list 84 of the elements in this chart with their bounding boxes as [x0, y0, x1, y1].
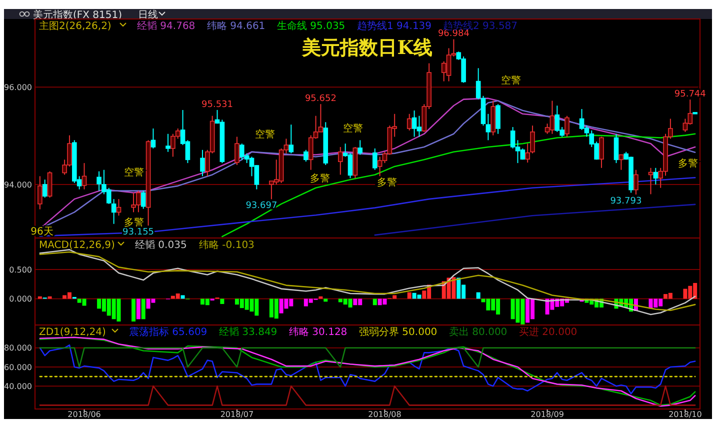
legend-title: ZD1(9,12,24): [39, 327, 106, 338]
candlestick: [38, 176, 42, 210]
annotation: 空警: [255, 128, 275, 140]
candlestick: [653, 167, 658, 185]
candlestick: [358, 140, 363, 156]
candlestick: [42, 179, 48, 198]
candlestick: [111, 198, 116, 224]
candlestick: [634, 169, 638, 196]
text: 强弱分界 50.000: [359, 326, 438, 338]
candlestick: [406, 113, 412, 131]
candlestick: [486, 113, 491, 141]
x-tick-label: 2018/09: [530, 410, 564, 419]
text: 趋势线1 94.139: [357, 20, 432, 32]
series-label: 经韬 0.035: [135, 239, 187, 251]
candlestick: [618, 154, 624, 170]
annotation: 空警: [343, 122, 363, 134]
candlestick: [530, 125, 535, 154]
text: 纬略 -0.103: [199, 239, 254, 251]
series-label: 卖出 80.000: [449, 326, 508, 338]
series-label: 经韬 33.849: [219, 326, 278, 338]
x-tick-label: 2018/10: [668, 410, 702, 419]
candlestick: [234, 136, 240, 166]
bar: [220, 298, 224, 304]
candlestick: [648, 167, 654, 195]
candlestick: [304, 149, 308, 162]
candlestick: [47, 170, 52, 198]
annotation: 95.744: [674, 90, 706, 100]
bar: [132, 298, 136, 322]
text: 经韬 94.768: [137, 20, 196, 32]
legend-title: 主图2(26,26,2): [39, 20, 112, 32]
candlestick: [82, 162, 87, 190]
text: 震荡指标 65.609: [129, 326, 208, 338]
x-tick-label: 2018/07: [220, 410, 254, 419]
text: 美元指数日K线: [301, 37, 433, 59]
text: 纬略 30.128: [289, 326, 348, 338]
annotation: 95.531: [202, 100, 234, 110]
bar: [141, 298, 146, 320]
bar: [324, 298, 328, 302]
bar: [136, 298, 140, 320]
y-tick-label: 96.000: [4, 82, 32, 92]
candlestick: [614, 133, 619, 164]
annotation: 日线: [138, 9, 158, 21]
y-tick-label: 60.000: [4, 362, 32, 372]
bar: [476, 292, 480, 299]
annotation: 空警: [124, 166, 144, 178]
candlestick: [150, 128, 156, 149]
text: 纬略 94.661: [207, 20, 266, 32]
y-tick-label: 94.000: [4, 180, 32, 190]
annotation: 空警: [501, 74, 521, 86]
candlestick: [288, 124, 294, 154]
x-tick-label: 2018/06: [68, 410, 101, 419]
candlestick: [564, 115, 570, 138]
annotation: 多警: [377, 176, 397, 188]
bar: [180, 295, 185, 299]
annotation: 93.697: [246, 201, 278, 212]
bar: [372, 298, 377, 306]
candlestick: [599, 136, 604, 168]
y-tick-label: 40.000: [4, 382, 32, 391]
candlestick: [200, 149, 205, 177]
candlestick: [476, 68, 481, 100]
line-series: [374, 204, 696, 236]
annotation: 多警: [310, 172, 330, 184]
text: 买进 20.000: [519, 326, 578, 338]
text: 生命线 95.035: [277, 20, 346, 32]
candlestick: [116, 198, 122, 216]
bar: [407, 292, 412, 299]
line-series: [39, 344, 696, 394]
candlestick: [525, 143, 530, 164]
text: 趋势线2 93.587: [443, 20, 518, 32]
y-tick-label: 80.000: [4, 344, 32, 353]
annotation: 多警: [678, 158, 698, 170]
candlestick: [166, 133, 170, 152]
y-tick-label: 0.500: [9, 265, 32, 274]
annotation: 96.984: [438, 29, 470, 40]
legend-title: MACD(12,26,9): [39, 240, 116, 251]
annotation: 95.652: [304, 94, 336, 104]
candlestick: [496, 104, 500, 134]
candlestick: [372, 148, 378, 170]
y-tick-label: 0.000: [9, 294, 32, 304]
candlestick: [338, 146, 343, 176]
annotation: 93.793: [610, 196, 642, 207]
x-tick-label: 2018/08: [368, 410, 402, 419]
annotation: 多警: [124, 216, 144, 228]
candlestick: [140, 190, 146, 210]
